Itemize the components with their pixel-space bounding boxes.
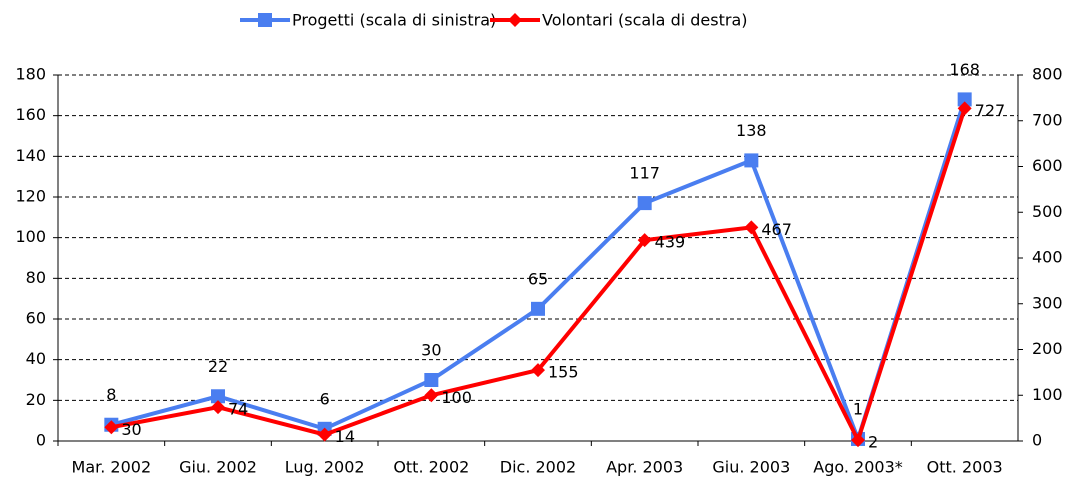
x-tick-label: Dic. 2002	[500, 458, 576, 477]
x-tick-label: Ott. 2002	[393, 458, 469, 477]
point	[957, 101, 972, 116]
legend-label: Progetti (scala di sinistra)	[292, 11, 496, 30]
point	[424, 388, 439, 403]
x-tick-label: Ott. 2003	[927, 458, 1003, 477]
data-label: 30	[421, 341, 441, 360]
x-tick-label: Apr. 2003	[606, 458, 683, 477]
y2-tick-label: 100	[1032, 385, 1063, 404]
y-tick-label: 180	[15, 65, 46, 84]
y2-tick-label: 200	[1032, 339, 1063, 358]
point	[211, 389, 225, 404]
point	[211, 400, 225, 415]
data-label: 439	[655, 233, 686, 252]
data-label: 6	[320, 389, 330, 408]
point	[104, 420, 119, 435]
y-tick-label: 40	[26, 349, 46, 368]
data-label: 117	[629, 164, 660, 183]
y-tick-label: 160	[15, 105, 46, 124]
point	[531, 363, 545, 378]
data-label: 65	[528, 269, 548, 288]
y-tick-label: 80	[26, 268, 46, 287]
point	[424, 373, 439, 387]
point	[637, 196, 652, 211]
y-tick-label: 120	[15, 187, 46, 206]
y2-tick-label: 400	[1032, 248, 1063, 267]
x-tick-label: Giu. 2003	[712, 458, 790, 477]
data-label: 155	[548, 363, 579, 382]
data-label: 22	[208, 357, 228, 376]
y2-tick-label: 600	[1032, 156, 1063, 175]
point	[744, 153, 759, 168]
y-tick-label: 20	[26, 390, 46, 409]
x-tick-label: Ago. 2003*	[813, 458, 903, 477]
data-label: 14	[335, 427, 355, 446]
point	[531, 301, 545, 316]
data-label: 138	[736, 121, 767, 140]
point	[637, 233, 652, 248]
legend-label: Volontari (scala di destra)	[542, 11, 748, 30]
x-tick-label: Giu. 2002	[179, 458, 257, 477]
point	[851, 433, 865, 448]
data-label: 8	[106, 385, 116, 404]
y-tick-label: 0	[36, 431, 46, 450]
x-tick-label: Lug. 2002	[285, 458, 365, 477]
point	[317, 427, 332, 442]
data-label: 30	[121, 420, 141, 439]
data-label: 1	[853, 399, 863, 418]
y2-tick-label: 700	[1032, 110, 1063, 129]
data-label: 74	[228, 400, 248, 419]
legend-marker	[258, 13, 272, 27]
y2-tick-label: 0	[1032, 431, 1042, 450]
data-label: 727	[975, 101, 1006, 120]
point	[744, 220, 759, 235]
data-label: 168	[949, 60, 980, 79]
data-label: 2	[868, 433, 878, 452]
y2-tick-label: 300	[1032, 293, 1063, 312]
data-label: 100	[441, 388, 472, 407]
y2-tick-label: 800	[1032, 65, 1063, 84]
point	[957, 92, 972, 107]
legend-marker	[508, 13, 522, 27]
data-label: 467	[761, 220, 792, 239]
y-tick-label: 140	[15, 146, 46, 165]
y-tick-label: 60	[26, 309, 46, 328]
x-tick-label: Mar. 2002	[72, 458, 152, 477]
y2-tick-label: 500	[1032, 202, 1063, 221]
y-tick-label: 100	[15, 227, 46, 246]
